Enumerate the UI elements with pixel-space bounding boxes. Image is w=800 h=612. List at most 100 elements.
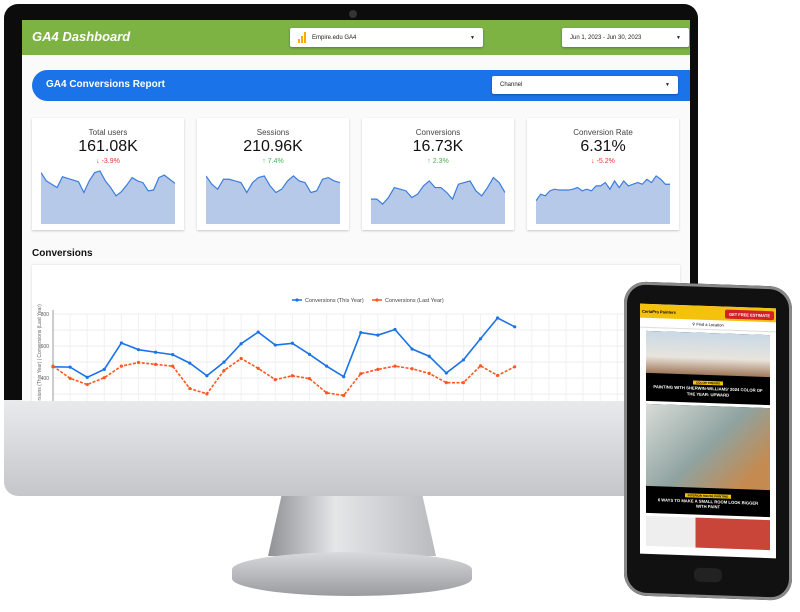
dropdown-arrow-icon: ▼ bbox=[665, 82, 670, 88]
dashboard-title: GA4 Dashboard bbox=[32, 29, 131, 44]
article-card[interactable]: INTERIOR HOUSE PAINTING 6 WAYS TO MAKE A … bbox=[646, 403, 770, 518]
channel-filter[interactable]: Channel ▼ bbox=[492, 76, 678, 94]
arrow-up-icon: ↑ bbox=[262, 158, 266, 165]
data-point bbox=[307, 377, 312, 381]
scorecard-change: ↓ -3.9% bbox=[32, 158, 184, 165]
sparkline-line bbox=[206, 175, 340, 194]
data-point bbox=[154, 350, 158, 354]
sparkline-line bbox=[371, 176, 505, 205]
phone-screen: CertaPro Painters GET FREE ESTIMATE ⚲ Fi… bbox=[640, 303, 776, 559]
change-value: 7.4% bbox=[267, 158, 284, 165]
analytics-icon bbox=[298, 32, 306, 43]
data-point bbox=[154, 362, 158, 366]
legend-label: Conversions (Last Year) bbox=[385, 298, 444, 304]
data-point bbox=[393, 327, 397, 332]
data-point bbox=[342, 375, 346, 379]
y-tick-label: 600 bbox=[41, 344, 50, 350]
scorecard: Total users 161.08K ↓ -3.9% bbox=[32, 118, 184, 230]
sparkline bbox=[371, 176, 505, 224]
scorecard-label: Sessions bbox=[256, 128, 290, 137]
change-value: -3.9% bbox=[101, 158, 120, 165]
scorecard: Conversions 16.73K ↑ 2.3% bbox=[362, 118, 514, 230]
data-point bbox=[376, 333, 380, 337]
conversions-heading: Conversions bbox=[32, 248, 93, 259]
data-point bbox=[136, 360, 141, 365]
data-point bbox=[85, 375, 89, 379]
article-card[interactable]: COLOR TRENDS PAINTING WITH SHERWIN-WILLIA… bbox=[646, 330, 770, 405]
legend-marker bbox=[295, 298, 299, 302]
data-point bbox=[51, 364, 55, 368]
y-tick-label: 800 bbox=[41, 312, 50, 318]
data-point bbox=[513, 325, 517, 329]
data-point bbox=[427, 354, 431, 358]
change-value: 2.3% bbox=[432, 158, 449, 165]
legend-label: Conversions (This Year) bbox=[305, 298, 364, 304]
data-point bbox=[410, 367, 414, 371]
data-point bbox=[119, 341, 123, 345]
sparkline bbox=[536, 175, 670, 224]
sparkline-area bbox=[206, 175, 340, 224]
report-title: GA4 Conversions Report bbox=[46, 79, 165, 90]
monitor-stand bbox=[268, 496, 436, 556]
data-point bbox=[102, 376, 106, 380]
data-point bbox=[222, 360, 226, 364]
arrow-down-icon: ↓ bbox=[591, 158, 595, 165]
data-point bbox=[102, 367, 106, 371]
scorecard-change: ↑ 7.4% bbox=[197, 158, 349, 165]
data-point bbox=[496, 316, 500, 320]
y-tick-label: 400 bbox=[41, 376, 50, 382]
date-range-label: Jun 1, 2023 - Jun 30, 2023 bbox=[570, 34, 642, 41]
data-point bbox=[359, 330, 363, 335]
data-point bbox=[307, 352, 312, 356]
scorecard-label: Conversions bbox=[415, 128, 461, 137]
sparkline-line bbox=[41, 170, 175, 197]
brand-logo: CertaPro Painters bbox=[642, 308, 676, 315]
data-point bbox=[273, 343, 277, 347]
scorecard-value: 161.08K bbox=[78, 138, 138, 155]
scorecard-change: ↑ 2.3% bbox=[362, 158, 514, 165]
sparkline bbox=[41, 170, 175, 224]
dropdown-arrow-icon: ▼ bbox=[470, 34, 475, 41]
y-axis-label: Conversions (This Year) | Conversions (L… bbox=[37, 304, 43, 401]
estimate-button[interactable]: GET FREE ESTIMATE bbox=[724, 309, 774, 320]
data-point bbox=[513, 365, 517, 369]
date-range-selector[interactable]: Jun 1, 2023 - Jun 30, 2023 ▼ bbox=[562, 28, 689, 47]
location-label: Find a Location bbox=[696, 321, 724, 328]
scorecard-change: ↓ -5.2% bbox=[527, 158, 679, 165]
scorecard-value: 16.73K bbox=[412, 138, 464, 155]
home-button[interactable] bbox=[694, 567, 722, 583]
data-point bbox=[427, 371, 431, 375]
data-point bbox=[325, 391, 329, 395]
property-selector[interactable]: Empire.edu GA4 ▼ bbox=[290, 28, 483, 47]
data-point bbox=[461, 358, 465, 362]
dashboard-screen: GA4 Dashboard Empire.edu GA4 ▼ Jun 1, 20… bbox=[22, 20, 690, 401]
data-point bbox=[359, 372, 363, 376]
sparkline-line bbox=[536, 175, 670, 202]
data-point bbox=[222, 368, 226, 373]
data-point bbox=[68, 365, 72, 369]
data-point bbox=[188, 361, 192, 365]
data-point bbox=[239, 356, 243, 361]
sofa-image bbox=[646, 403, 770, 490]
data-point bbox=[376, 367, 380, 371]
sparkline-area bbox=[536, 175, 670, 224]
data-point bbox=[325, 364, 329, 368]
sparkline-area bbox=[41, 170, 175, 224]
data-point bbox=[410, 347, 414, 351]
kitchen-image bbox=[646, 330, 770, 378]
legend-marker bbox=[375, 298, 379, 302]
data-point bbox=[205, 392, 209, 396]
series-line bbox=[52, 357, 516, 397]
data-point bbox=[496, 373, 500, 378]
monitor-chin bbox=[4, 400, 698, 496]
sparkline bbox=[206, 175, 340, 224]
top-bar: GA4 Dashboard Empire.edu GA4 ▼ Jun 1, 20… bbox=[22, 20, 690, 55]
data-point bbox=[478, 364, 483, 368]
scorecard-value: 210.96K bbox=[243, 138, 303, 155]
monitor-base bbox=[232, 552, 472, 596]
series-line bbox=[52, 316, 516, 379]
article-image bbox=[646, 516, 770, 551]
data-point bbox=[342, 393, 346, 398]
property-label: Empire.edu GA4 bbox=[312, 34, 357, 41]
data-point bbox=[68, 376, 72, 380]
